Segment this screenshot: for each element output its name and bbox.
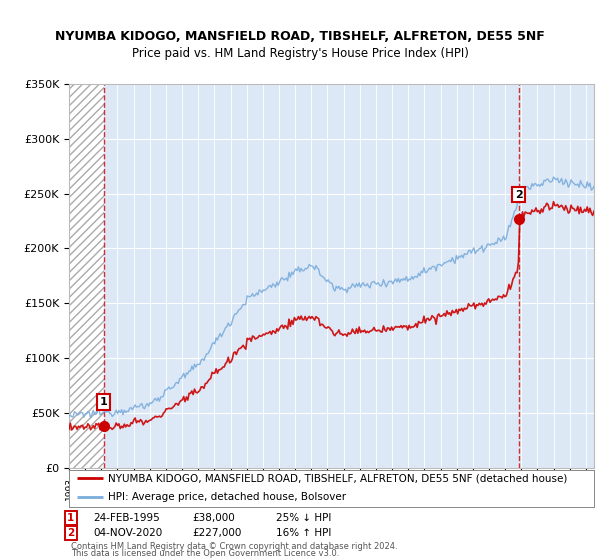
Text: HPI: Average price, detached house, Bolsover: HPI: Average price, detached house, Bols…	[109, 492, 347, 502]
Text: £38,000: £38,000	[192, 513, 235, 523]
Bar	[69, 84, 104, 468]
Text: 1: 1	[67, 513, 74, 523]
Text: Contains HM Land Registry data © Crown copyright and database right 2024.: Contains HM Land Registry data © Crown c…	[71, 542, 397, 551]
Text: 2: 2	[515, 190, 523, 200]
Text: 1: 1	[100, 397, 107, 407]
Text: Price paid vs. HM Land Registry's House Price Index (HPI): Price paid vs. HM Land Registry's House …	[131, 46, 469, 60]
Text: NYUMBA KIDOGO, MANSFIELD ROAD, TIBSHELF, ALFRETON, DE55 5NF (detached house): NYUMBA KIDOGO, MANSFIELD ROAD, TIBSHELF,…	[109, 473, 568, 483]
Text: 25% ↓ HPI: 25% ↓ HPI	[276, 513, 331, 523]
Text: 2: 2	[67, 528, 74, 538]
Text: 16% ↑ HPI: 16% ↑ HPI	[276, 528, 331, 538]
Text: NYUMBA KIDOGO, MANSFIELD ROAD, TIBSHELF, ALFRETON, DE55 5NF: NYUMBA KIDOGO, MANSFIELD ROAD, TIBSHELF,…	[55, 30, 545, 43]
Text: This data is licensed under the Open Government Licence v3.0.: This data is licensed under the Open Gov…	[71, 549, 339, 558]
Text: £227,000: £227,000	[192, 528, 241, 538]
Text: 24-FEB-1995: 24-FEB-1995	[93, 513, 160, 523]
Text: 04-NOV-2020: 04-NOV-2020	[93, 528, 162, 538]
